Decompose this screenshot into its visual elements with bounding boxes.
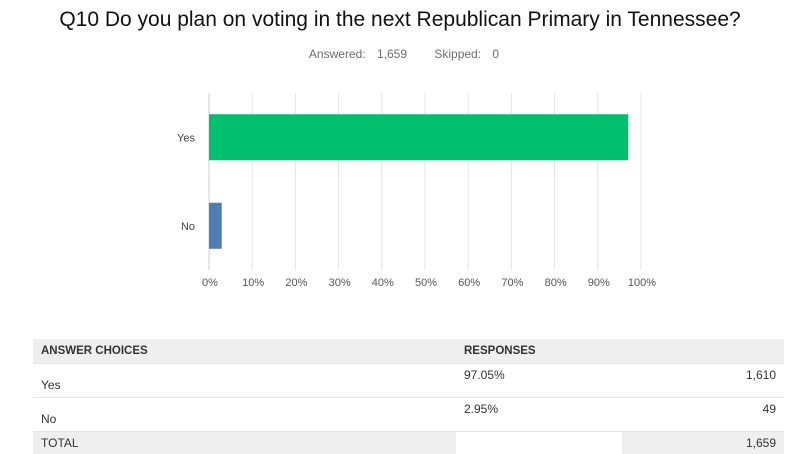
count-cell: 1,610 xyxy=(622,364,784,398)
x-tick-label: 100% xyxy=(628,277,656,289)
x-tick-label: 20% xyxy=(285,277,307,289)
bar xyxy=(209,203,222,249)
x-tick-label: 50% xyxy=(415,277,437,289)
count-cell: 49 xyxy=(622,398,784,432)
x-tick-label: 70% xyxy=(501,277,523,289)
category-label: Yes xyxy=(177,132,195,144)
header-responses: RESPONSES xyxy=(456,339,622,364)
total-label: TOTAL xyxy=(33,432,456,454)
table-row: Yes 97.05% 1,610 xyxy=(33,364,784,398)
x-tick-label: 80% xyxy=(545,277,567,289)
table-header-row: ANSWER CHOICES RESPONSES xyxy=(33,339,784,364)
total-spacer xyxy=(456,432,622,454)
x-tick-label: 10% xyxy=(242,277,264,289)
table-row: No 2.95% 49 xyxy=(33,398,784,432)
header-answer-choices: ANSWER CHOICES xyxy=(33,339,456,364)
responses-table: ANSWER CHOICES RESPONSES Yes 97.05% 1,61… xyxy=(33,339,784,454)
bar-chart: 0% 10% 20% 30% 40% 50% 60% 70% 80% 90% 100% Yes No xyxy=(0,0,800,300)
total-row: TOTAL 1,659 xyxy=(33,432,784,454)
choice-cell: No xyxy=(33,398,456,432)
x-tick-label: 0% xyxy=(202,277,218,289)
x-tick-label: 60% xyxy=(458,277,480,289)
choice-cell: Yes xyxy=(33,364,456,398)
percent-cell: 2.95% xyxy=(456,398,622,432)
percent-cell: 97.05% xyxy=(456,364,622,398)
total-count: 1,659 xyxy=(622,432,784,454)
bar xyxy=(209,114,628,160)
x-tick-label: 30% xyxy=(329,277,351,289)
category-label: No xyxy=(181,221,195,233)
header-count xyxy=(622,339,784,364)
x-tick-label: 40% xyxy=(372,277,394,289)
x-tick-label: 90% xyxy=(588,277,610,289)
